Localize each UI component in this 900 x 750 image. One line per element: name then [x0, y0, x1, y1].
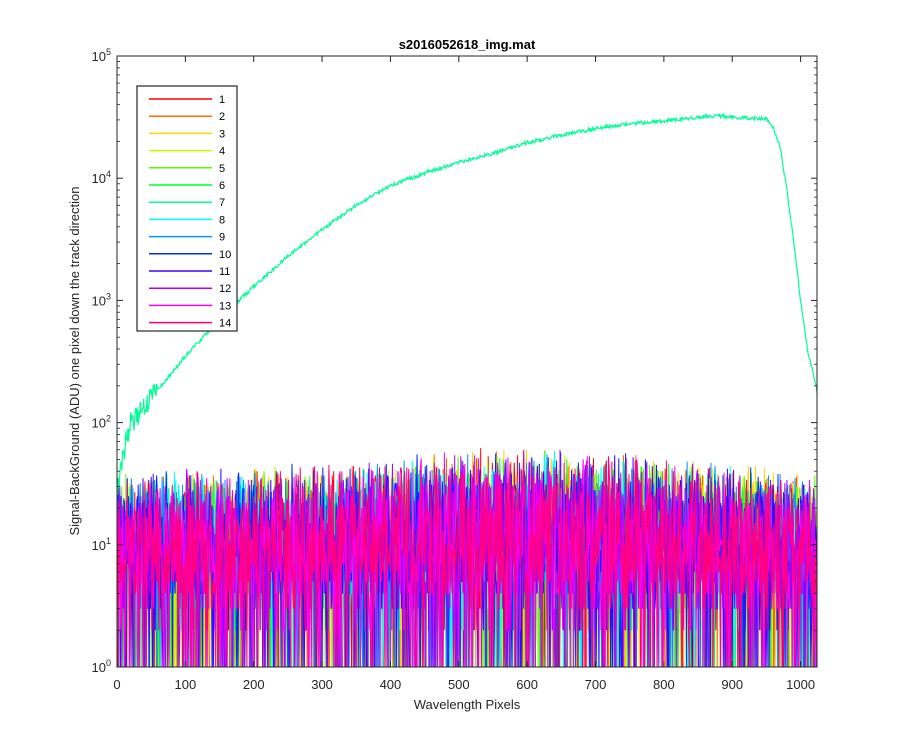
legend-box: [136, 85, 238, 332]
legend-label-1: 1: [219, 94, 225, 106]
x-tick-label: 700: [585, 677, 607, 692]
x-tick-label: 600: [516, 677, 538, 692]
x-tick-label: 800: [653, 677, 675, 692]
x-axis-label: Wavelength Pixels: [414, 697, 521, 712]
y-tick-label: 102: [92, 414, 111, 431]
legend-label-4: 4: [219, 146, 225, 158]
legend-label-9: 9: [219, 232, 225, 244]
plot-frame: [116, 55, 818, 668]
y-axis-label: Signal-BackGround (ADU) one pixel down t…: [67, 186, 82, 535]
legend-label-5: 5: [219, 163, 225, 175]
series-line-14: [117, 449, 817, 667]
legend-label-13: 13: [219, 300, 231, 312]
y-tick-label: 104: [92, 169, 111, 186]
x-tick-label: 100: [175, 677, 197, 692]
ticks-layer: 0 100 200 300 400 500 600 700 800 900 100010010110…: [92, 47, 817, 692]
legend-label-6: 6: [219, 180, 225, 192]
legend-label-12: 12: [219, 283, 231, 295]
series-layer: [117, 112, 817, 667]
legend-label-2: 2: [219, 111, 225, 123]
x-tick-label: 200: [243, 677, 265, 692]
x-tick-label: 300: [311, 677, 333, 692]
x-tick-label: 0: [113, 677, 120, 692]
legend-label-8: 8: [219, 214, 225, 226]
legend-label-3: 3: [219, 128, 225, 140]
x-tick-label: 900: [721, 677, 743, 692]
y-tick-label: 105: [92, 47, 111, 64]
legend-label-10: 10: [219, 249, 231, 261]
legend-label-11: 11: [219, 266, 230, 278]
x-tick-label: 500: [448, 677, 470, 692]
legend-label-7: 7: [219, 197, 225, 209]
y-tick-label: 100: [92, 658, 111, 675]
y-tick-label: 101: [92, 536, 111, 553]
legend-label-14: 14: [219, 318, 231, 330]
chart-title: s2016052618_img.mat: [399, 37, 536, 52]
x-tick-label: 400: [380, 677, 402, 692]
y-tick-label: 103: [92, 291, 111, 308]
x-tick-label: 1000: [786, 677, 815, 692]
